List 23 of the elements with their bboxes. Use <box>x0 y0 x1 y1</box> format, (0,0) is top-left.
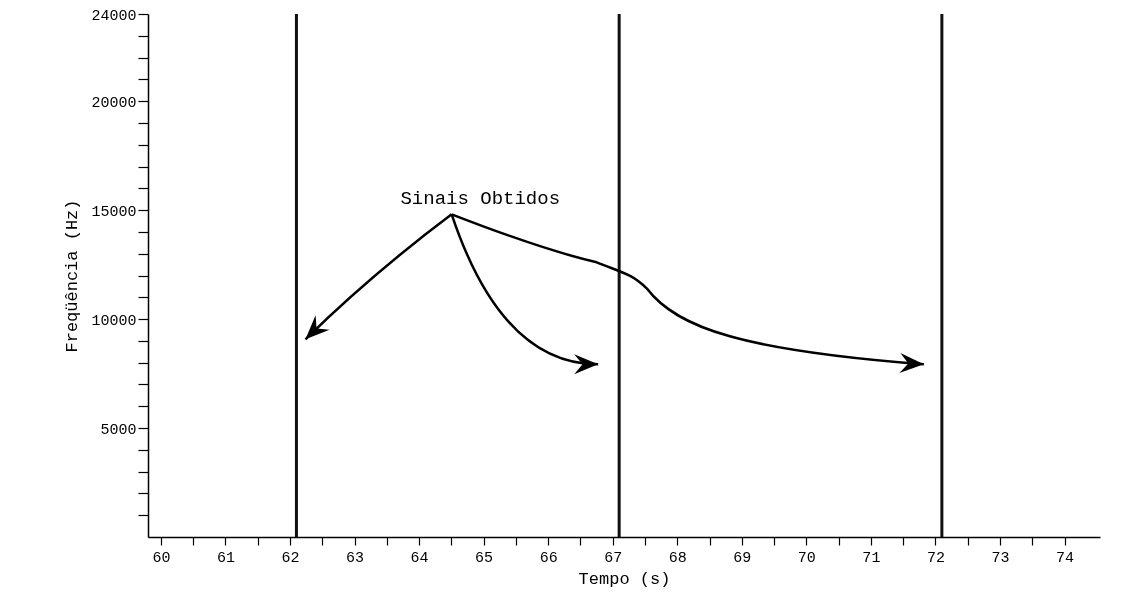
x-tick-label: 73 <box>991 549 1010 567</box>
x-tick-label: 74 <box>1055 549 1075 567</box>
y-axis-title: Freqüência (Hz) <box>63 199 83 353</box>
x-axis-title: Tempo (s) <box>578 569 671 589</box>
x-tick-label: 69 <box>733 549 752 567</box>
x-tick-label: 72 <box>926 549 945 567</box>
x-tick-label: 65 <box>475 549 494 567</box>
x-tick-label: 66 <box>539 549 558 567</box>
x-tick-label: 71 <box>862 549 881 567</box>
x-tick-label: 63 <box>346 549 365 567</box>
y-tick-label: 20000 <box>91 94 137 112</box>
y-tick-label: 24000 <box>91 7 137 25</box>
x-tick-label: 68 <box>668 549 687 567</box>
x-tick-label: 61 <box>216 549 235 567</box>
y-tick-label: 10000 <box>91 312 137 330</box>
annotation: Sinais Obtidos <box>400 187 561 210</box>
y-tick-label: 5000 <box>100 421 137 439</box>
x-tick-label: 62 <box>281 549 300 567</box>
y-tick-label: 15000 <box>91 203 137 221</box>
x-tick-label: 70 <box>797 549 816 567</box>
x-tick-label: 60 <box>152 549 171 567</box>
x-tick-label: 64 <box>410 549 429 567</box>
x-tick-label: 67 <box>604 549 623 567</box>
